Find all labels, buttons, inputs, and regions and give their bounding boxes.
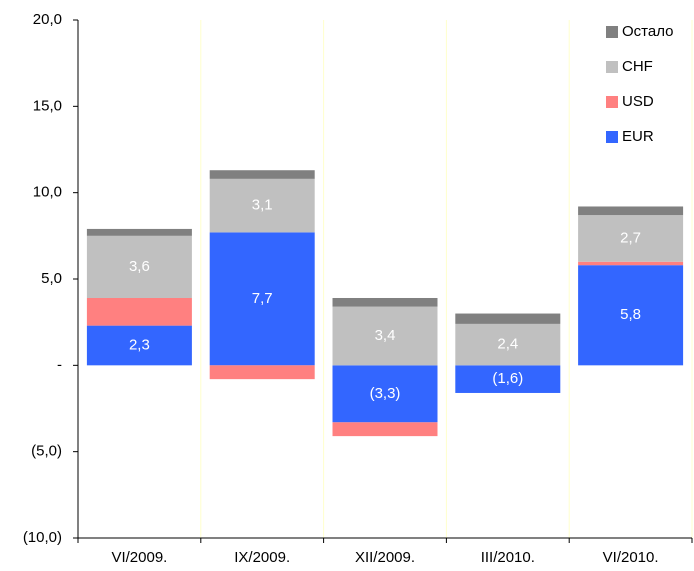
y-tick-label: 10,0 [33, 184, 62, 201]
data-label: 2,4 [497, 336, 518, 353]
bar-segment [455, 313, 561, 324]
bar-segment [578, 261, 684, 266]
data-label: 3,6 [129, 258, 150, 275]
bar-segment [86, 235, 192, 298]
y-tick-label: - [57, 356, 62, 373]
y-tick-label: (10,0) [23, 529, 62, 546]
x-tick-label: III/2010. [481, 549, 535, 566]
bar-segment [332, 297, 438, 307]
legend-label: USD [622, 93, 654, 110]
legend-label: Остало [622, 23, 673, 40]
data-label: 2,3 [129, 336, 150, 353]
y-tick-label: 5,0 [41, 270, 62, 287]
legend-swatch [606, 26, 618, 38]
bar-segment [455, 365, 561, 393]
data-label: 5,8 [620, 306, 641, 323]
legend-label: EUR [622, 128, 654, 145]
x-tick-label: IX/2009. [234, 549, 290, 566]
data-label: (1,6) [492, 370, 523, 387]
y-tick-label: 15,0 [33, 97, 62, 114]
legend-label: CHF [622, 58, 653, 75]
x-tick-label: XII/2009. [355, 549, 415, 566]
bar-segment [332, 365, 438, 423]
bar-segment [86, 325, 192, 366]
bar-segment [332, 422, 438, 437]
data-label: (3,3) [370, 385, 401, 402]
legend-swatch [606, 131, 618, 143]
legend-swatch [606, 96, 618, 108]
y-tick-label: (5,0) [31, 443, 62, 460]
bar-segment [209, 232, 315, 366]
bar-segment [332, 306, 438, 366]
x-tick-label: VI/2010. [603, 549, 659, 566]
data-label: 3,1 [252, 197, 273, 214]
bar-segment [209, 365, 315, 380]
legend-swatch [606, 61, 618, 73]
bar-segment [86, 297, 192, 326]
data-label: 2,7 [620, 229, 641, 246]
bar-segment [578, 265, 684, 366]
data-label: 7,7 [252, 290, 273, 307]
x-tick-label: VI/2009. [111, 549, 167, 566]
y-tick-label: 20,0 [33, 11, 62, 28]
bar-segment [578, 206, 684, 216]
data-label: 3,4 [375, 327, 396, 344]
bar-segment [209, 170, 315, 179]
bar-segment [209, 178, 315, 233]
bar-segment [578, 215, 684, 262]
bar-segment [86, 228, 192, 236]
bar-segment [455, 323, 561, 366]
